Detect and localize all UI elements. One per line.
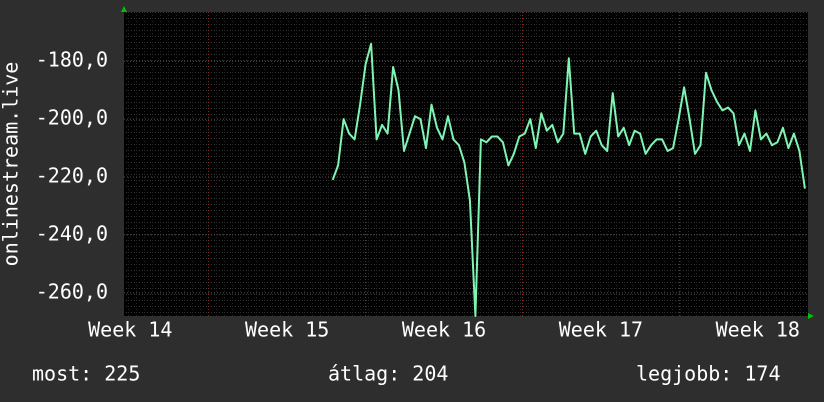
y-tick-label: -180,0	[36, 48, 108, 72]
y-tick-label: -260,0	[36, 279, 108, 303]
y-axis-label: onlinestream.live	[0, 62, 23, 267]
x-tick-label: Week 17	[559, 318, 643, 342]
data-line	[331, 42, 806, 317]
plot: -260,0 -240,0 -220,0 -200,0 -180,0 Week 14 Wee…	[36, 12, 808, 342]
x-tick-label: Week 14	[88, 318, 172, 342]
x-tick-label: Week 16	[402, 318, 486, 342]
axis-arrow	[121, 6, 127, 12]
y-tick-label: -200,0	[36, 106, 108, 130]
y-tick-label: -240,0	[36, 221, 108, 245]
minor-grid	[124, 12, 808, 316]
x-tick-label: Week 18	[716, 318, 800, 342]
axis-arrow	[808, 313, 814, 319]
footer-average: átlag: 204	[328, 362, 448, 386]
footer-best: legjobb: 174	[636, 362, 781, 386]
footer-current: most: 225	[32, 362, 140, 386]
y-tick-label: -220,0	[36, 164, 108, 188]
x-tick-label: Week 15	[245, 318, 329, 342]
